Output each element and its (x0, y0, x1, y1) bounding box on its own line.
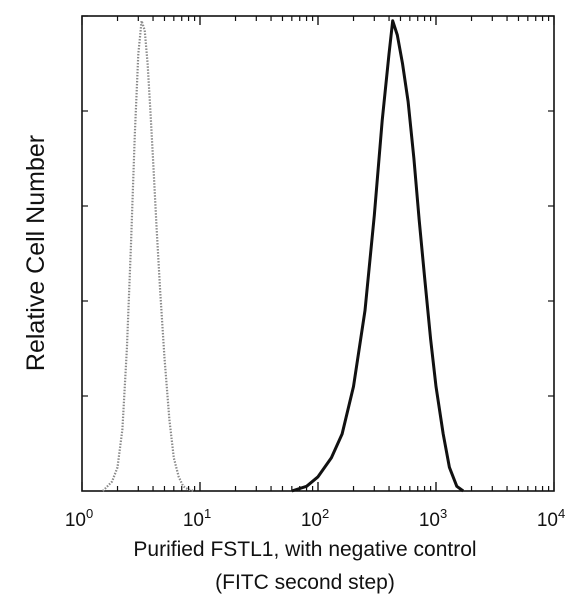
x-tick-labels: 100 101 102 103 104 (65, 506, 565, 531)
negative-control-histogram-line (102, 19, 195, 493)
x-tick-label: 102 (301, 506, 329, 531)
series-layer (102, 19, 465, 493)
fstl1-histogram-line (291, 19, 465, 493)
y-axis-label: Relative Cell Number (22, 135, 50, 371)
x-tick-label: 101 (183, 506, 211, 531)
x-tick-label: 104 (537, 506, 565, 531)
x-tick-label: 100 (65, 506, 93, 531)
x-tick-label: 103 (419, 506, 447, 531)
x-axis-label-line-1: Purified FSTL1, with negative control (133, 538, 476, 561)
plot-frame (81, 15, 555, 492)
x-axis-label-line-2: (FITC second step) (215, 571, 395, 594)
minor-tick-marks (81, 15, 555, 491)
